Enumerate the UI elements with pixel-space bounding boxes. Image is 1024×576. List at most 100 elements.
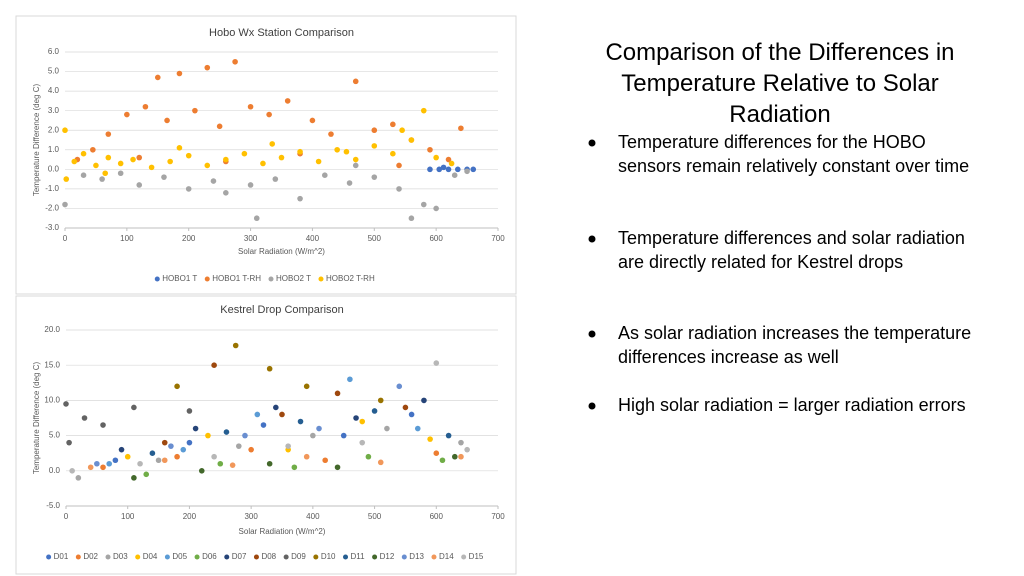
point [433,360,440,366]
legend-item: D08 [253,552,277,561]
point [322,457,329,464]
point [99,176,105,182]
point [340,432,347,439]
y-tick-label: 6.0 [48,47,60,56]
point [176,145,183,151]
point [180,446,187,453]
legend-item: HOBO2 T-RH [318,274,375,283]
legend-marker [204,276,210,282]
point [242,432,248,439]
legend-item: D09 [283,552,306,561]
legend-item: D02 [75,552,99,561]
point [186,408,193,414]
legend-label: HOBO1 T [162,274,197,283]
legend-item: D10 [313,552,336,561]
point [136,154,143,161]
point [148,164,155,171]
legend-item: D14 [431,552,454,561]
point [310,432,316,439]
point [278,154,285,161]
point [149,450,156,457]
point [210,178,217,184]
point [273,404,279,411]
point [297,148,303,155]
point [458,439,464,446]
legend-item: D11 [343,552,365,561]
point [445,166,452,173]
point [346,180,353,186]
point [93,162,99,169]
point [81,415,88,421]
point [136,182,143,188]
legend-label: D04 [143,552,158,561]
y-tick-label: -5.0 [46,501,60,510]
point [352,162,359,169]
point [334,464,341,471]
point [66,439,72,446]
point [253,215,260,222]
point [464,446,470,453]
point [205,432,211,439]
point [118,446,125,453]
legend-label: HOBO1 T-RH [212,274,261,283]
point [254,411,261,418]
point [352,156,359,163]
legend-label: D08 [261,552,276,561]
point [80,172,87,178]
legend-label: D07 [232,552,247,561]
point [69,468,75,474]
y-tick-label: 15.0 [44,360,60,369]
point [223,190,229,196]
point [402,404,409,411]
slide-title: Comparison of the Differences in Temperat… [605,39,954,128]
legend-label: D11 [351,552,366,561]
point [408,137,415,143]
legend-marker [105,554,111,560]
point [75,475,82,481]
point [155,457,162,464]
legend-marker [343,554,349,560]
point [399,127,405,134]
point [334,146,340,153]
point [232,342,239,349]
point [309,117,316,124]
chart: Hobo Wx Station Comparison -3.0 -2.0 -1.0 0.… [15,15,517,295]
legend-label: D02 [83,552,98,561]
legend-label: D05 [172,552,187,561]
point [211,362,217,369]
legend-marker [431,554,437,560]
point [452,453,458,460]
point [458,125,464,132]
point [247,103,254,110]
point [433,154,439,161]
point [176,70,183,77]
y-tick-label: -3.0 [45,223,59,232]
x-tick-label: 600 [429,234,443,243]
point [470,166,477,173]
point [414,425,421,432]
y-tick-label: 4.0 [48,86,60,95]
point [71,158,78,165]
point [90,146,96,153]
point [62,201,68,208]
point [100,422,106,428]
legend-label: D09 [291,552,306,561]
point [291,464,298,471]
x-tick-label: 100 [120,234,134,243]
point [198,468,205,474]
legend-item: D06 [194,552,217,561]
point [365,453,372,460]
x-tick-label: 0 [64,512,69,521]
point [371,143,378,149]
point [439,457,446,464]
point [347,376,353,383]
legend-marker [194,554,200,560]
point [427,166,433,173]
legend-label: D15 [469,552,484,561]
legend-item: D04 [135,552,158,561]
legend-marker [164,554,170,560]
legend-item: HOBO2 T [268,274,311,283]
x-tick-label: 500 [368,234,382,243]
point [390,121,396,128]
point [117,160,124,167]
